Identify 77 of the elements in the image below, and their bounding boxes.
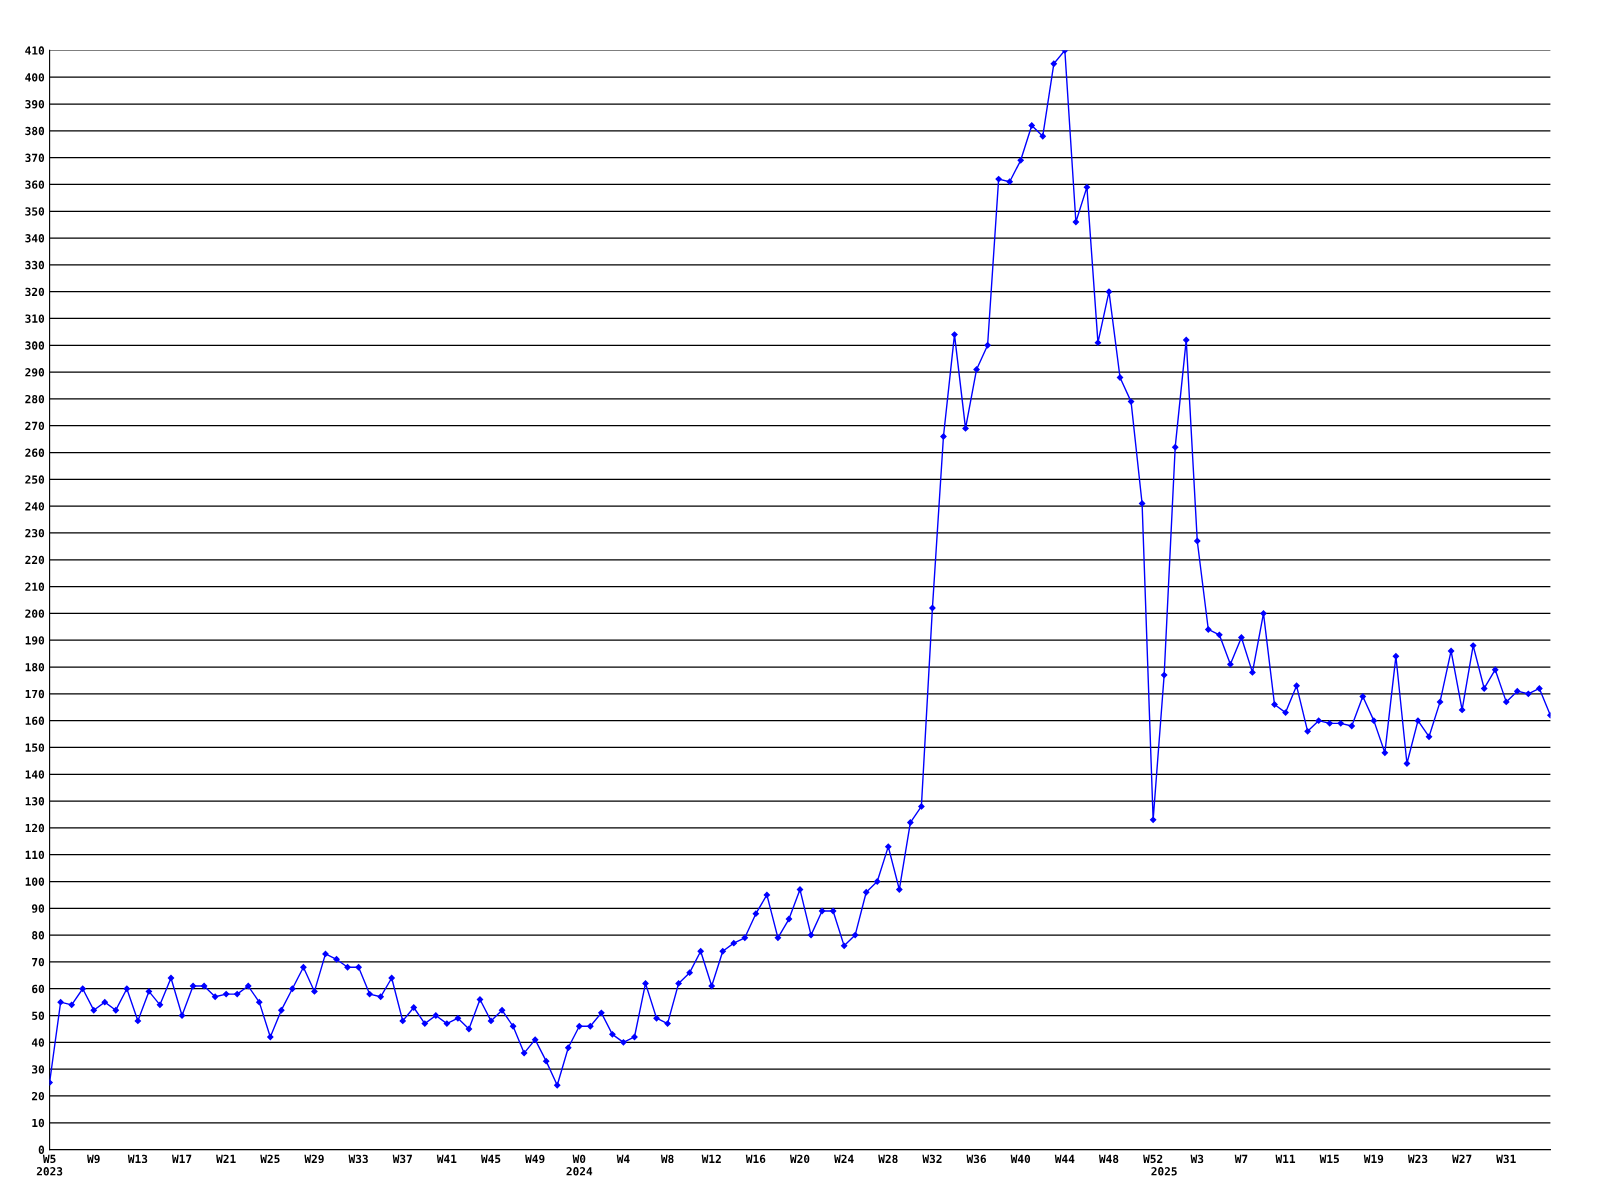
x-tick-label: W37: [392, 1154, 412, 1164]
x-tick-label: W23: [1407, 1154, 1428, 1164]
y-tick-label: 200: [25, 609, 45, 618]
x-tick-label: W5 2023: [36, 1154, 63, 1176]
x-tick-label: W40: [1010, 1154, 1031, 1164]
y-tick-label: 50: [32, 1011, 45, 1020]
y-tick-label: 100: [25, 877, 45, 886]
x-tick-label: W29: [304, 1154, 324, 1164]
y-tick-label: 220: [25, 555, 45, 565]
x-tick-label: W41: [436, 1154, 457, 1163]
y-tick-label: 270: [25, 421, 45, 431]
y-tick-label: 190: [25, 636, 45, 645]
y-tick-label: 120: [25, 823, 45, 833]
y-tick-label: 280: [25, 394, 45, 404]
x-tick-label: W16: [745, 1154, 766, 1164]
y-tick-label: 0: [38, 1145, 45, 1154]
y-tick-label: 10: [32, 1118, 45, 1128]
y-tick-label: 260: [25, 448, 45, 457]
x-tick-label: W25: [260, 1154, 280, 1164]
x-tick-label: W48: [1098, 1154, 1119, 1164]
y-tick-label: 290: [25, 368, 45, 377]
x-tick-label: W3: [1190, 1154, 1204, 1164]
y-tick-label: 30: [32, 1065, 45, 1074]
y-tick-label: 180: [25, 663, 45, 672]
y-tick-label: 130: [25, 797, 45, 806]
x-tick-label: 2025: [1151, 1167, 1177, 1176]
x-tick-label: W19: [1363, 1154, 1384, 1164]
x-tick-label: W4: [616, 1154, 630, 1163]
y-tick-label: 170: [25, 689, 45, 699]
x-tick-label: W7: [1234, 1154, 1248, 1163]
y-tick-label: 390: [25, 99, 45, 109]
x-tick-label: W31: [1496, 1154, 1516, 1164]
y-tick-label: 350: [25, 207, 45, 216]
y-tick-label: 340: [25, 234, 45, 243]
y-tick-label: 90: [31, 904, 45, 913]
y-tick-label: 40: [31, 1038, 45, 1047]
y-tick-label: 360: [25, 180, 45, 189]
y-tick-label: 60: [32, 984, 45, 994]
x-tick-label: W49: [525, 1154, 545, 1164]
x-tick-label: W21: [216, 1154, 236, 1163]
y-tick-label: 160: [25, 716, 45, 726]
x-tick-label: W52: [1143, 1154, 1163, 1164]
y-tick-label: 210: [25, 582, 45, 591]
y-tick-label: 240: [25, 502, 45, 511]
x-tick-label: W32: [922, 1154, 942, 1164]
x-tick-label: W36: [966, 1154, 986, 1164]
y-tick-label: 150: [25, 743, 45, 752]
y-tick-label: 110: [25, 850, 45, 860]
y-tick-label: 20: [31, 1091, 45, 1101]
y-tick-label: 310: [25, 314, 45, 323]
y-tick-label: 410: [25, 46, 45, 55]
x-tick-label: W27: [1452, 1154, 1472, 1163]
x-tick-label: W13: [127, 1154, 148, 1164]
y-tick-label: 320: [25, 287, 45, 297]
x-tick-label: W0 2024: [566, 1154, 593, 1176]
x-tick-label: W45: [480, 1154, 501, 1164]
x-tick-label: W44: [1054, 1154, 1075, 1163]
x-tick-label: W8: [660, 1154, 674, 1164]
y-tick-label: 330: [25, 260, 45, 270]
x-tick-label: W28: [878, 1154, 898, 1164]
x-tick-label: W11: [1275, 1154, 1296, 1163]
y-tick-label: 370: [25, 153, 45, 163]
y-tick-label: 300: [25, 341, 45, 350]
x-tick-label: W15: [1319, 1154, 1339, 1164]
y-tick-label: 80: [32, 931, 45, 940]
x-tick-label: W24: [834, 1154, 854, 1163]
x-tick-label: W17: [171, 1154, 192, 1163]
y-tick-label: 140: [25, 770, 45, 779]
y-tick-label: 230: [25, 528, 45, 538]
x-tick-label: W20: [789, 1154, 810, 1164]
y-tick-label: 380: [25, 126, 45, 136]
x-tick-label: W12: [701, 1154, 721, 1163]
y-tick-label: 250: [25, 475, 45, 484]
x-tick-label: W33: [348, 1154, 368, 1164]
y-tick-label: 400: [25, 73, 45, 82]
x-tick-label: W9: [87, 1154, 100, 1164]
y-tick-label: 70: [32, 957, 45, 967]
